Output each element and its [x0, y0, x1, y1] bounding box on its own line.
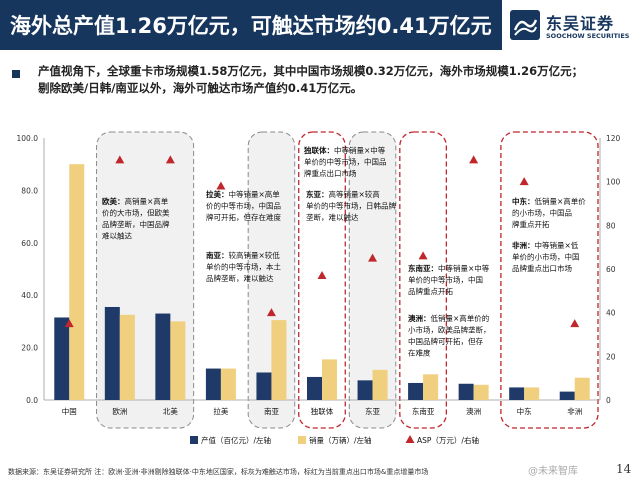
category-label: 非洲	[567, 406, 582, 416]
category-label: 欧洲	[112, 406, 127, 416]
annotation-europe-na: 欧美：高销量×高单价的大市场，但欧美品牌垄断，中国品牌难以触达	[102, 196, 170, 241]
legend-swatch	[405, 435, 415, 443]
left-tick-label: 20.0	[21, 344, 38, 353]
asp-marker	[266, 308, 276, 317]
asp-marker	[368, 253, 378, 262]
bar-sales	[69, 164, 85, 400]
group-box-3	[348, 131, 397, 429]
bar-output	[509, 387, 525, 400]
legend-label: 产值（百亿元）/左轴	[201, 435, 271, 445]
bullet-square-icon	[12, 70, 20, 78]
asp-marker	[115, 155, 125, 164]
group-box-5	[500, 131, 599, 429]
bar-sales	[473, 384, 489, 400]
bar-output	[307, 376, 322, 400]
bar-sales	[423, 374, 439, 400]
asp-marker	[469, 155, 479, 164]
summary-text: 产值视角下，全球重卡市场规模1.58万亿元，其中中国市场规模0.32万亿元，海外…	[38, 63, 634, 97]
right-tick-label: 60	[606, 265, 616, 274]
asp-marker	[165, 155, 175, 164]
left-tick-label: 80.0	[21, 186, 38, 195]
bar-chart: 0.0 20.0 40.0 60.0 80.0 100.0 0 20 40 60 80 100 120 中…	[17, 131, 621, 445]
annotation-africa: 非洲：中等销量×低单价的小市场，中国品牌重点出口市场	[512, 240, 580, 273]
logo: 东吴证券 SOOCHOW SECURITIES	[508, 6, 636, 46]
category-label: 中国	[62, 406, 77, 416]
summary-line-2: 剔除欧美/日韩/南亚以外，海外可触达市场产值约0.41万亿元。	[38, 81, 363, 95]
asp-marker	[216, 181, 226, 190]
left-tick-label: 40.0	[21, 291, 38, 300]
bar-output	[458, 383, 474, 400]
annotation-south-asia: 南亚：较高销量×较低单价的中等市场，本土品牌垄断，难以触达	[206, 250, 281, 283]
bar-output	[357, 380, 373, 400]
logo-text-en: SOOCHOW SECURITIES	[546, 32, 630, 40]
bar-sales	[220, 368, 236, 400]
group-box-4	[399, 131, 448, 429]
summary-line-1: 产值视角下，全球重卡市场规模1.58万亿元，其中中国市场规模0.32万亿元，海外…	[38, 64, 584, 78]
bar-output	[256, 372, 272, 400]
bar-output	[54, 317, 70, 400]
category-label: 澳洲	[466, 406, 481, 416]
asp-marker	[570, 319, 580, 328]
annotation-latam: 拉美：中等销量×高单价的中等市场，中国品牌可开拓，但存在难度	[206, 189, 281, 222]
category-label: 东南亚	[412, 406, 435, 416]
right-tick-label: 120	[606, 134, 621, 143]
category-label: 南亚	[264, 406, 279, 416]
right-tick-label: 20	[606, 352, 616, 361]
category-label: 独联体	[311, 406, 334, 416]
legend-swatch	[298, 436, 306, 444]
right-tick-label: 100	[606, 178, 621, 187]
bar-output	[155, 313, 171, 400]
bar-sales	[170, 321, 186, 400]
right-tick-label: 40	[606, 309, 616, 318]
bar-sales	[574, 377, 590, 400]
watermark: @未来智库	[528, 466, 578, 477]
bar-sales	[372, 369, 388, 400]
title-bar: 海外总产值1.26万亿元，可触达市场约0.41万亿元	[0, 0, 502, 50]
right-tick-label: 80	[606, 221, 616, 230]
annotation-east-asia: 东亚：高等销量×较高单价的中等市场，日韩品牌垄断，难以触达	[306, 189, 396, 222]
bar-output	[205, 368, 221, 400]
asp-marker	[418, 251, 428, 260]
asp-marker	[519, 177, 529, 186]
annotation-middle-east: 中东：低销量×高单价的小市场，中国品牌重点开拓	[512, 196, 586, 229]
left-tick-label: 0.0	[26, 396, 38, 405]
footnote-source: 数据来源：东吴证券研究所 注：欧洲·亚洲·非洲剔除独联体·中东地区国家，标灰为难…	[8, 468, 429, 476]
legend-label: ASP（万元）/右轴	[417, 435, 479, 445]
legend-label: 销量（万辆）/左轴	[309, 435, 372, 445]
category-label: 中东	[517, 406, 532, 416]
left-tick-label: 60.0	[21, 239, 38, 248]
category-label: 拉美	[213, 406, 228, 416]
group-box-2	[298, 131, 346, 429]
category-label: 北美	[163, 406, 178, 416]
legend-swatch	[190, 436, 198, 444]
annotation-cis: 独联体：中等销量×中等单价的中等市场，中国品牌重点出口市场	[304, 145, 387, 178]
asp-marker	[317, 271, 327, 280]
right-tick-label: 0	[606, 396, 611, 405]
page-title: 海外总产值1.26万亿元，可触达市场约0.41万亿元	[10, 14, 492, 38]
asp-marker	[64, 319, 74, 328]
soochow-logo-icon	[510, 10, 540, 40]
bar-sales	[322, 359, 337, 400]
bar-output	[408, 382, 424, 400]
category-label: 东亚	[365, 406, 380, 416]
bar-sales	[524, 387, 540, 400]
logo-text-cn: 东吴证券	[546, 14, 615, 33]
page-number: 14	[616, 462, 632, 476]
bar-sales	[271, 320, 287, 400]
bar-output	[559, 391, 575, 400]
annotation-southeast-asia: 东南亚：中等销量×中等单价的中等市场，中国品牌重点开拓	[408, 263, 490, 296]
annotation-australia: 澳洲：低销量×高单价的小市场，欧美品牌垄断，中国品牌可开拓，但存在难度	[408, 313, 491, 358]
bar-output	[104, 306, 120, 400]
left-tick-label: 100.0	[17, 134, 39, 143]
bar-sales	[119, 314, 135, 400]
